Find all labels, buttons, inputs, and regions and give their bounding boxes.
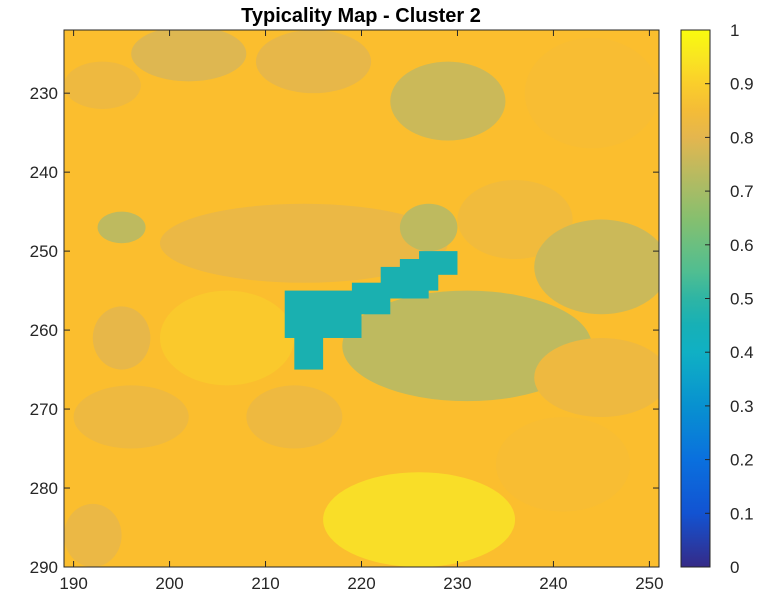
y-tick-label: 250 [30,242,58,261]
heatmap-cell-cyan-band-6 [399,259,439,291]
heatmap-cell-cyan-band-2 [284,290,362,338]
x-tick-label: 200 [155,574,183,593]
heatmap-cell-grain-right-upper [524,37,659,149]
colorbar-tick-label: 0.8 [730,128,754,147]
chart-title: Typicality Map - Cluster 2 [241,5,481,27]
colorbar-tick-label: 0.6 [730,236,754,255]
colorbar-tick-label: 0.5 [730,290,754,309]
x-tick-label: 250 [635,574,663,593]
x-axis: 190 200 210 220 230 240 250 [59,30,664,593]
y-tick-label: 260 [30,321,58,340]
y-tick-label: 290 [30,558,58,577]
heatmap-cell-grain-top-left [64,61,141,109]
heatmap-cell-grain-left-lower [92,306,151,370]
heatmap-cell-grain-large-olive [342,290,592,402]
heatmap-cell-grain-mid-right [457,180,573,260]
heatmap-cell-grain-top-right-a [255,30,372,94]
heatmap-cell-grain-bottom-right [495,416,631,512]
x-tick-label: 240 [539,574,567,593]
heatmap-cell-grain-bottom-corner [64,503,122,567]
heatmap-plot-area [63,29,660,568]
x-tick-label: 220 [347,574,375,593]
y-tick-label: 270 [30,400,58,419]
colorbar: 0 0.1 0.2 0.3 0.4 0.5 0.6 0.7 0.8 0.9 1 [680,21,754,577]
heatmap-cell-grain-left-bright [159,290,295,386]
colorbar-tick-label: 1 [730,21,739,40]
heatmap-cell-grain-green-left [97,211,146,244]
y-tick-label: 230 [30,84,58,103]
x-tick-label: 210 [251,574,279,593]
heatmap-cell-grain-top-mid [131,30,247,82]
colorbar-tick-label: 0.7 [730,182,754,201]
heatmap-cell-grain-bottom-bright [323,472,516,567]
colorbar-tick-label: 0 [730,558,739,577]
heatmap-cell-grain-green-center [399,203,458,252]
y-tick-label: 280 [30,479,58,498]
heatmap-cell-grain-bottom-mid [246,385,343,449]
y-tick-label: 240 [30,163,58,182]
x-tick-label: 230 [443,574,471,593]
colorbar-tick-label: 0.2 [730,451,754,470]
colorbar-tick-label: 0.9 [730,75,754,94]
heatmap-regions [64,30,659,567]
colorbar-tick-label: 0.1 [730,504,754,523]
y-axis: 230 240 250 260 270 280 290 [30,84,659,577]
colorbar-tick-label: 0.3 [730,397,754,416]
heatmap-cell-grain-bottom-left [73,385,189,449]
heatmap-cell-grain-right-mid [534,219,659,315]
heatmap-cell-grain-top-right-b [390,61,506,141]
colorbar-tick-label: 0.4 [730,343,754,362]
heatmap-cell-grain-right-low [534,337,659,417]
heatmap-cell-grain-mid-band [159,203,448,283]
x-tick-label: 190 [59,574,87,593]
